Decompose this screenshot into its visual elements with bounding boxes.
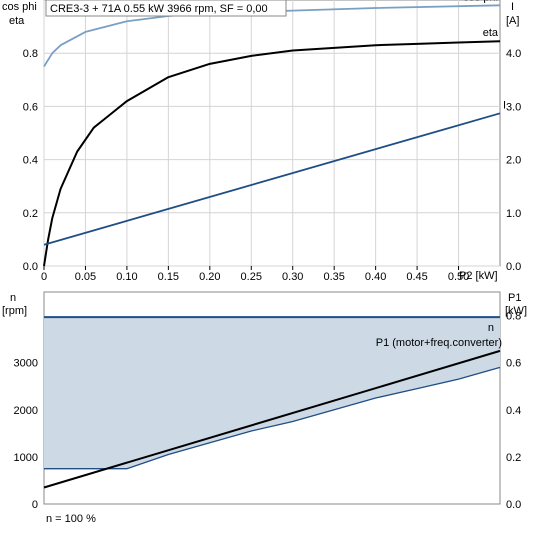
title-box — [45, 0, 287, 17]
top-x-tick-label: 0.05 — [75, 271, 96, 283]
series-label-eta: eta — [483, 27, 499, 39]
bottom-y-left-tick-label: 2000 — [14, 405, 38, 417]
bottom-y-left-tick-label: 1000 — [14, 452, 38, 464]
top-x-tick-label: 0.45 — [406, 271, 427, 283]
bottom-y-right-tick-label: 0.2 — [506, 452, 521, 464]
top-y-right-tick-label: 0.0 — [506, 261, 521, 273]
top-x-tick-label: 0.30 — [282, 271, 303, 283]
top-y-left-tick-label: 0.2 — [23, 208, 38, 220]
top-x-tick-label: 0 — [41, 271, 47, 283]
top-x-tick-label: 0.40 — [365, 271, 386, 283]
bottom-right-axis-label-1: P1 — [508, 292, 521, 304]
top-y-right-tick-label: 4.0 — [506, 48, 521, 60]
efficiency-current-chart: cos phi eta I 0 0.05 0.10 0.15 0.20 0.25 0.30 0.3… — [2, 0, 521, 283]
lower-power-line — [44, 366, 501, 470]
top-x-tick-label: 0.25 — [241, 271, 262, 283]
series-line-eta — [43, 40, 501, 267]
top-y-left-tick-label: 0.0 — [23, 261, 38, 273]
bottom-ticks: 0 1000 2000 3000 0.0 0.2 0.4 0.6 0.8 — [14, 311, 522, 511]
series-line-cos-phi — [43, 4, 501, 67]
top-y-left-tick-label: 0.6 — [23, 101, 38, 113]
top-left-axis-label-1: cos phi — [2, 1, 37, 13]
top-right-axis-label-2: [A] — [506, 15, 519, 27]
bottom-left-axis-label-1: n — [10, 292, 16, 304]
top-x-tick-label: 0.20 — [199, 271, 220, 283]
top-y-left-tick-label: 0.4 — [23, 155, 38, 167]
series-line-p1 — [43, 349, 501, 489]
series-label-n: n — [488, 322, 494, 334]
bottom-series: n P1 (motor+freq.converter) — [43, 316, 502, 489]
series-label-cos-phi: cos phi — [463, 0, 498, 3]
bottom-y-right-tick-label: 0.8 — [506, 311, 521, 323]
speed-footnote: n = 100 % — [46, 513, 96, 525]
top-y-right-tick-label: 1.0 — [506, 208, 521, 220]
speed-power-chart: n P1 (motor+freq.converter) 0 1000 2000 3000… — [2, 291, 527, 525]
bottom-y-right-tick-label: 0.0 — [506, 499, 521, 511]
top-x-axis-label: P2 [kW] — [459, 270, 498, 282]
chart-title: CRE3-3 + 71A 0.55 kW 3966 rpm, SF = 0,00 — [50, 3, 268, 15]
series-line-I — [43, 112, 501, 246]
top-x-tick-label: 0.10 — [116, 271, 137, 283]
bottom-y-left-tick-label: 0 — [32, 499, 38, 511]
bottom-right-axis-label-2: [kW] — [505, 305, 527, 317]
bottom-y-left-tick-label: 3000 — [14, 358, 38, 370]
series-label-p1: P1 (motor+freq.converter) — [376, 337, 502, 349]
operating-range-area — [44, 317, 500, 469]
series-label-I: I — [503, 99, 506, 111]
top-x-tick-label: 0.50 — [448, 271, 469, 283]
top-right-axis-label-1: I — [511, 1, 514, 13]
bottom-y-right-tick-label: 0.4 — [506, 405, 521, 417]
bottom-left-axis-label-2: [rpm] — [2, 305, 27, 317]
bottom-y-right-tick-label: 0.6 — [506, 358, 521, 370]
top-y-right-tick-label: 2.0 — [506, 155, 521, 167]
top-y-right-tick-label: 3.0 — [506, 101, 521, 113]
top-x-tick-label: 0.15 — [158, 271, 179, 283]
top-series: cos phi eta I — [43, 0, 506, 267]
top-y-left-tick-label: 0.8 — [23, 48, 38, 60]
top-left-axis-label-2: eta — [9, 15, 25, 27]
top-ticks: 0 0.05 0.10 0.15 0.20 0.25 0.30 0.35 0.40 0.45 0.5… — [23, 48, 522, 283]
top-x-tick-label: 0.35 — [323, 271, 344, 283]
